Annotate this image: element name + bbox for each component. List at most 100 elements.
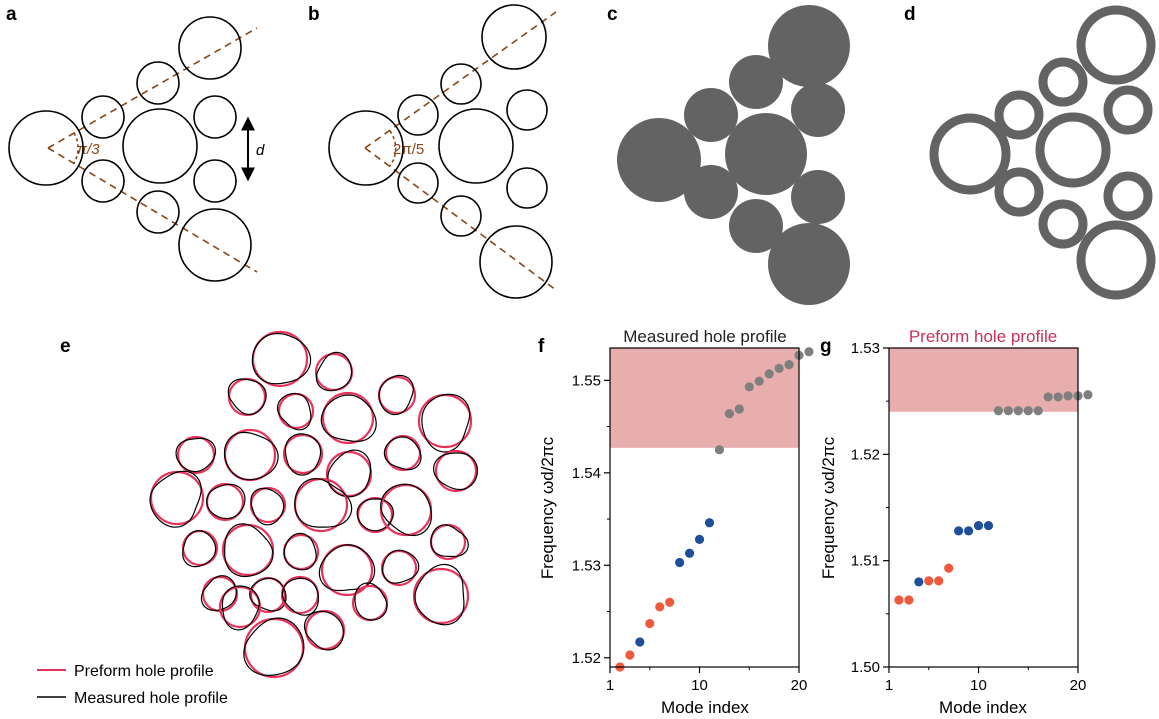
legend-label-measured: Measured hole profile	[74, 690, 228, 707]
legend: Preform hole profile Measured hole profi…	[37, 663, 228, 707]
shaded-band	[610, 348, 799, 448]
blue-data-point	[694, 534, 705, 545]
small-hole	[506, 89, 548, 131]
small-hole	[397, 94, 439, 136]
preform-hole	[282, 433, 324, 475]
y-tick-label: 1.52	[572, 650, 601, 667]
x-tick-label: 20	[1070, 677, 1087, 694]
large-hole	[8, 110, 84, 186]
blue-data-point	[704, 518, 715, 528]
y-tick-label: 1.55	[572, 372, 601, 389]
gray-data-point	[784, 360, 794, 370]
gray-data-point	[714, 445, 725, 455]
legend-label-preform: Preform hole profile	[74, 663, 214, 680]
gray-data-point	[744, 382, 754, 392]
small-hole	[397, 162, 439, 204]
measured-hole	[315, 351, 353, 392]
solid-hole	[725, 113, 807, 195]
ring-hole	[1103, 171, 1153, 221]
preform-hole	[293, 477, 349, 533]
symmetry-axis-upper	[47, 27, 258, 149]
angle-label-2pi-5: 2π/5	[393, 141, 424, 158]
y-tick-label: 1.54	[572, 465, 601, 482]
red-data-point	[645, 618, 655, 629]
measured-hole	[320, 394, 377, 442]
chart-title: Measured hole profile	[623, 327, 786, 346]
measured-hole	[283, 532, 317, 571]
preform-hole	[434, 449, 478, 493]
measured-hole	[318, 544, 376, 592]
small-hole	[506, 167, 548, 209]
y-axis-label: Frequency ωd/2πc	[538, 436, 557, 579]
solid-hole	[791, 170, 845, 224]
ring-hole	[1076, 220, 1156, 300]
blue-data-point	[973, 520, 984, 531]
angle-arc	[73, 132, 79, 164]
y-tick-label: 1.52	[851, 446, 880, 463]
measured-hole	[243, 617, 305, 676]
red-data-point	[625, 650, 635, 660]
measured-hole	[421, 393, 471, 453]
chart-preform: Preform hole profile 1 10 20 1.50 1.51 1.52 1.…	[819, 327, 1093, 717]
measured-hole	[223, 431, 279, 481]
y-tick-label: 1.50	[851, 659, 880, 676]
gray-data-point	[774, 363, 784, 373]
angle-label-pi-3: π/3	[77, 141, 100, 158]
measured-hole	[249, 577, 287, 612]
red-data-point	[894, 595, 904, 605]
measured-hole	[382, 549, 420, 584]
gray-data-point	[754, 376, 764, 386]
preform-hole	[243, 617, 305, 679]
preform-hole	[149, 470, 205, 526]
preform-hole	[325, 450, 373, 498]
x-tick-label: 1	[885, 677, 893, 694]
gray-data-point	[993, 406, 1004, 416]
measured-hole	[200, 575, 237, 612]
center-hole	[438, 108, 514, 184]
gray-data-point	[1053, 392, 1063, 402]
measured-hole	[432, 452, 479, 491]
measured-hole	[251, 332, 312, 385]
preform-hole	[304, 609, 346, 651]
preform-hole	[176, 435, 216, 475]
measured-hole	[149, 470, 202, 528]
preform-hole	[221, 523, 275, 577]
solid-hole	[617, 118, 701, 202]
measured-hole	[354, 582, 388, 621]
small-hole	[193, 95, 237, 139]
panel-label-c: c	[607, 4, 618, 25]
plot-frame	[609, 347, 800, 668]
panel-a-structure: π/3 d	[8, 16, 265, 282]
small-hole	[136, 190, 180, 234]
symmetry-axis-upper	[364, 11, 557, 149]
x-axis-label: Mode index	[939, 698, 1027, 717]
shaded-band	[889, 348, 1078, 412]
panel-d-structure	[929, 5, 1156, 300]
large-hole	[178, 208, 252, 282]
ring-hole	[994, 90, 1044, 140]
y-axis-label: Frequency ωd/2πc	[819, 436, 838, 579]
small-hole	[81, 159, 125, 203]
small-hole	[193, 159, 237, 203]
ring-hole	[1038, 199, 1088, 249]
x-tick-label: 20	[791, 677, 808, 694]
preform-hole	[218, 585, 262, 629]
preform-hole	[412, 567, 470, 625]
ring-hole	[994, 167, 1044, 217]
large-hole	[481, 4, 547, 70]
small-hole	[136, 61, 180, 105]
ring-hole	[1103, 85, 1153, 135]
solid-hole	[729, 55, 783, 109]
solid-hole	[729, 199, 783, 253]
gray-data-point	[1003, 406, 1013, 416]
measured-hole	[284, 433, 322, 476]
data-points	[894, 390, 1093, 605]
gray-data-point	[764, 369, 774, 379]
measured-hole	[327, 449, 372, 498]
panel-b-structure: 2π/5	[328, 4, 557, 299]
preform-hole	[321, 391, 375, 445]
panel-c-structure	[617, 5, 850, 305]
gray-data-point	[734, 404, 744, 414]
panel-label-f: f	[538, 336, 545, 357]
preform-hole	[356, 496, 394, 534]
